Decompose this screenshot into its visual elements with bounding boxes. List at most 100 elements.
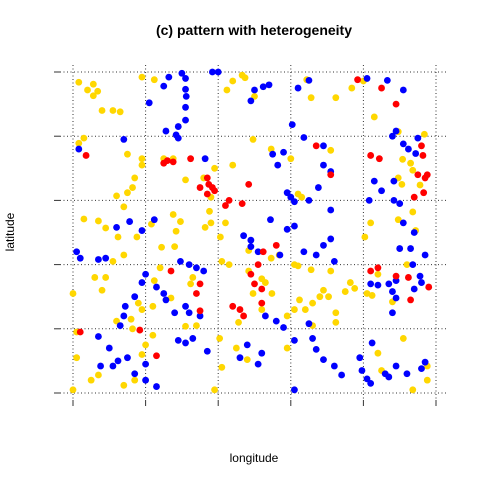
data-point-blue — [409, 261, 417, 268]
data-point-red — [203, 190, 211, 198]
data-point-blue — [145, 99, 153, 107]
data-point-red — [247, 270, 255, 278]
data-point-blue — [185, 261, 193, 268]
data-point-yellow — [102, 224, 110, 232]
data-point-blue — [189, 335, 197, 342]
data-point-yellow — [109, 257, 117, 265]
data-point-yellow — [341, 288, 349, 295]
data-point-blue — [390, 177, 398, 185]
data-point-yellow — [116, 108, 124, 116]
data-point-yellow — [201, 223, 209, 231]
data-point-blue — [396, 200, 404, 208]
data-point-blue — [259, 83, 267, 91]
data-point-red — [420, 189, 428, 197]
data-point-yellow — [407, 159, 414, 167]
data-point-blue — [120, 312, 128, 320]
data-point-blue — [418, 279, 425, 286]
data-point-yellow — [182, 176, 189, 184]
data-point-blue — [305, 197, 313, 204]
data-point-red — [423, 171, 431, 179]
data-point-blue — [203, 347, 211, 355]
data-point-yellow — [368, 292, 376, 299]
data-point-red — [245, 180, 253, 188]
data-point-yellow — [307, 94, 315, 102]
data-point-yellow — [171, 243, 179, 251]
data-point-blue — [405, 145, 412, 153]
data-point-blue — [378, 187, 385, 195]
data-point-red — [392, 272, 400, 280]
data-point-blue — [403, 370, 411, 378]
data-point-yellow — [158, 243, 165, 251]
data-point-blue — [368, 339, 376, 347]
data-point-blue — [114, 357, 122, 365]
data-point-red — [407, 296, 414, 304]
data-point-blue — [182, 339, 189, 347]
data-point-blue — [392, 362, 400, 370]
data-point-yellow — [138, 306, 146, 313]
data-point-yellow — [301, 306, 309, 313]
data-point-yellow — [409, 166, 417, 174]
data-point-red — [367, 267, 375, 275]
data-point-yellow — [211, 164, 218, 172]
data-point-yellow — [267, 254, 275, 262]
data-point-blue — [407, 245, 414, 252]
data-point-yellow — [138, 73, 146, 81]
data-point-red — [196, 184, 204, 191]
data-point-blue — [414, 134, 422, 142]
data-point-yellow — [399, 335, 407, 342]
data-point-yellow — [409, 208, 417, 216]
data-point-yellow — [98, 286, 106, 294]
data-point-yellow — [416, 181, 424, 189]
data-point-yellow — [138, 351, 146, 358]
data-point-red — [136, 326, 144, 334]
data-point-yellow — [420, 130, 428, 138]
data-point-yellow — [114, 233, 122, 241]
data-point-yellow — [296, 296, 303, 304]
data-point-yellow — [80, 134, 88, 142]
data-point-blue — [113, 223, 120, 231]
data-point-yellow — [348, 84, 356, 92]
data-point-yellow — [258, 306, 266, 313]
data-point-yellow — [69, 290, 77, 297]
data-point-red — [418, 142, 425, 150]
data-point-blue — [367, 379, 375, 387]
data-point-blue — [142, 376, 150, 384]
data-point-blue — [138, 279, 146, 286]
data-point-yellow — [120, 381, 128, 389]
data-point-blue — [385, 373, 393, 381]
data-point-blue — [95, 333, 102, 340]
data-point-blue — [330, 362, 338, 370]
data-point-blue — [327, 235, 335, 243]
data-point-blue — [208, 68, 216, 76]
data-point-yellow — [131, 174, 139, 182]
data-point-blue — [247, 236, 255, 244]
data-point-red — [327, 171, 335, 179]
data-point-yellow — [294, 262, 302, 270]
data-point-yellow — [138, 161, 146, 169]
data-point-yellow — [399, 155, 407, 163]
data-point-yellow — [291, 306, 298, 313]
data-point-yellow — [332, 94, 340, 102]
data-point-yellow — [84, 86, 91, 94]
data-point-blue — [126, 218, 134, 225]
data-point-red — [259, 248, 267, 256]
data-point-blue — [236, 354, 244, 362]
data-point-blue — [390, 197, 398, 204]
data-point-yellow — [327, 146, 335, 154]
data-point-yellow — [120, 203, 128, 211]
data-point-yellow — [398, 180, 406, 188]
data-point-red — [196, 307, 204, 315]
data-point-yellow — [229, 77, 237, 85]
data-point-yellow — [150, 277, 158, 285]
data-point-yellow — [267, 145, 275, 153]
data-point-red — [193, 290, 200, 297]
data-point-blue — [291, 336, 298, 344]
data-point-red — [82, 152, 90, 159]
data-point-blue — [399, 140, 407, 148]
data-point-yellow — [222, 219, 229, 227]
data-point-yellow — [243, 356, 251, 364]
data-point-yellow — [120, 251, 128, 259]
data-point-blue — [185, 309, 193, 317]
grid — [60, 65, 448, 400]
